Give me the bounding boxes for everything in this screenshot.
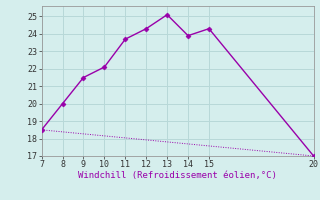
X-axis label: Windchill (Refroidissement éolien,°C): Windchill (Refroidissement éolien,°C): [78, 171, 277, 180]
